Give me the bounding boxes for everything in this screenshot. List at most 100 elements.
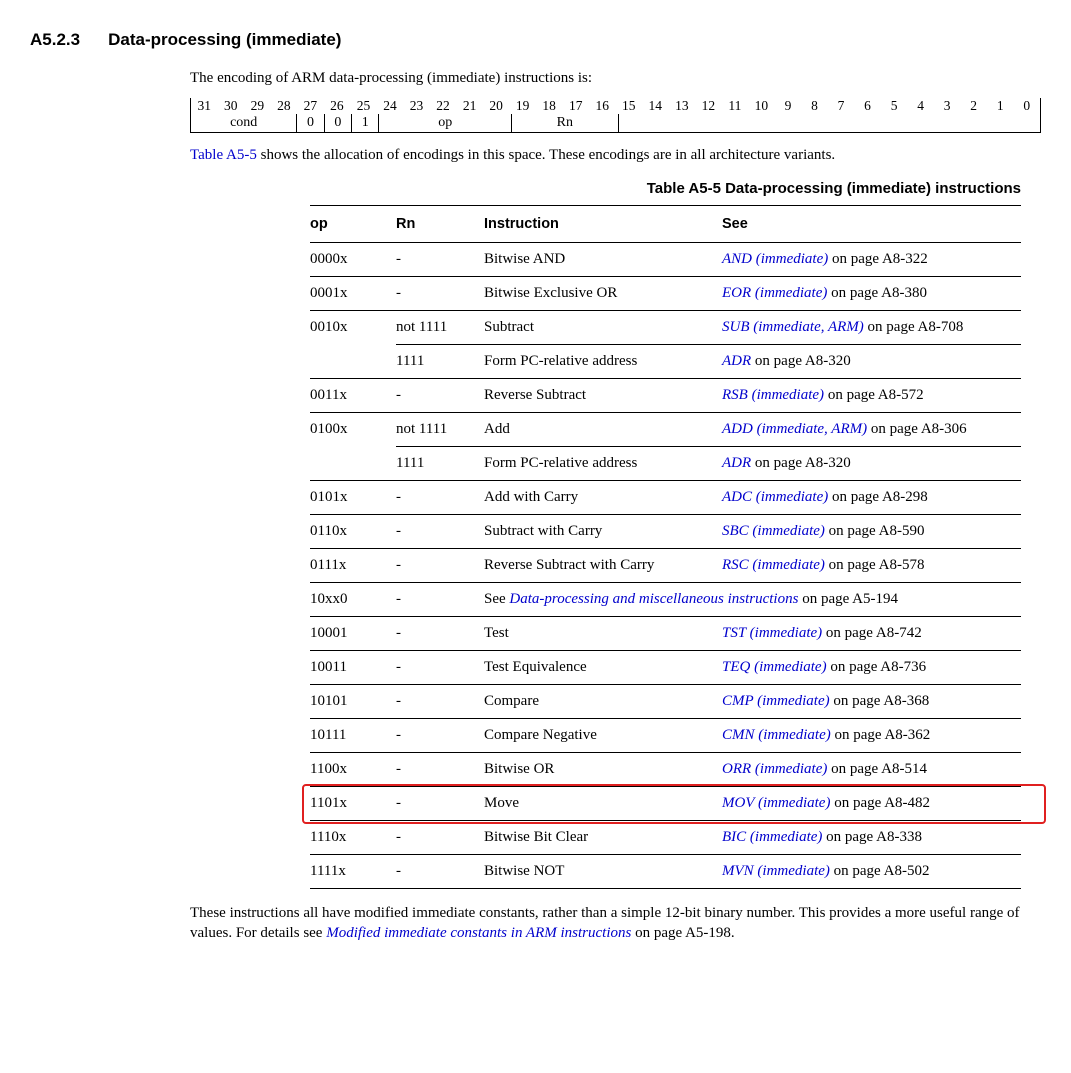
see-link[interactable]: MOV (immediate) — [722, 795, 830, 811]
cell-rn: - — [396, 752, 484, 786]
bit-number: 3 — [934, 98, 961, 114]
bit-number: 13 — [669, 98, 696, 114]
table-row: 10101-CompareCMP (immediate) on page A8-… — [310, 684, 1021, 718]
cell-op: 0101x — [310, 480, 396, 514]
table-row: 1111Form PC-relative addressADR on page … — [310, 446, 1021, 480]
cell-instruction: Add — [484, 412, 722, 446]
bit-number: 15 — [616, 98, 643, 114]
bitfield-segment: cond — [191, 114, 297, 132]
table-ref-link[interactable]: Table A5-5 — [190, 147, 257, 163]
see-link[interactable]: ADR — [722, 455, 751, 471]
table-row: 1101x-MoveMOV (immediate) on page A8-482 — [310, 786, 1021, 820]
bit-number: 20 — [483, 98, 510, 114]
see-link[interactable]: SBC (immediate) — [722, 523, 825, 539]
cell-see: SUB (immediate, ARM) on page A8-708 — [722, 310, 1021, 344]
table-row: 0011x-Reverse SubtractRSB (immediate) on… — [310, 378, 1021, 412]
see-link[interactable]: MVN (immediate) — [722, 863, 830, 879]
bit-number: 18 — [536, 98, 563, 114]
cell-op: 10xx0 — [310, 582, 396, 616]
cell-rn: - — [396, 650, 484, 684]
cell-see: RSC (immediate) on page A8-578 — [722, 548, 1021, 582]
cell-op — [310, 446, 396, 480]
th-instruction: Instruction — [484, 205, 722, 242]
table-row: 0001x-Bitwise Exclusive OREOR (immediate… — [310, 276, 1021, 310]
bitfield-segment: 0 — [297, 114, 324, 132]
cell-rn: 1111 — [396, 446, 484, 480]
cell-instruction: Bitwise NOT — [484, 854, 722, 888]
table-row: 10111-Compare NegativeCMN (immediate) on… — [310, 718, 1021, 752]
cell-rn: - — [396, 480, 484, 514]
instruction-link[interactable]: Data-processing and miscellaneous instru… — [509, 591, 798, 607]
cell-rn: - — [396, 378, 484, 412]
see-link[interactable]: ADD (immediate, ARM) — [722, 421, 867, 437]
bit-number: 12 — [695, 98, 722, 114]
bit-number: 2 — [960, 98, 987, 114]
section-title: Data-processing (immediate) — [108, 30, 341, 49]
bitfield-segment: op — [379, 114, 512, 132]
bit-number: 8 — [801, 98, 828, 114]
bit-number: 25 — [350, 98, 377, 114]
see-link[interactable]: CMN (immediate) — [722, 727, 831, 743]
cell-op: 1101x — [310, 786, 396, 820]
cell-instruction: Reverse Subtract with Carry — [484, 548, 722, 582]
intro-text: The encoding of ARM data-processing (imm… — [190, 68, 1041, 88]
cell-op: 0011x — [310, 378, 396, 412]
cell-see: ADC (immediate) on page A8-298 — [722, 480, 1021, 514]
cell-op: 0110x — [310, 514, 396, 548]
footer-text: These instructions all have modified imm… — [190, 903, 1041, 944]
cell-see: CMP (immediate) on page A8-368 — [722, 684, 1021, 718]
bit-number: 21 — [456, 98, 483, 114]
bit-number: 0 — [1013, 98, 1040, 114]
cell-instruction: Bitwise OR — [484, 752, 722, 786]
cell-op: 0100x — [310, 412, 396, 446]
bit-number: 23 — [403, 98, 430, 114]
see-link[interactable]: ORR (immediate) — [722, 761, 827, 777]
see-link[interactable]: TST (immediate) — [722, 625, 822, 641]
see-link[interactable]: ADC (immediate) — [722, 489, 828, 505]
see-link[interactable]: ADR — [722, 353, 751, 369]
after-bitfield-text: Table A5-5 shows the allocation of encod… — [190, 145, 1041, 165]
bit-number: 5 — [881, 98, 908, 114]
cell-see: BIC (immediate) on page A8-338 — [722, 820, 1021, 854]
instruction-table: op Rn Instruction See 0000x-Bitwise ANDA… — [310, 205, 1021, 889]
see-link[interactable]: CMP (immediate) — [722, 693, 830, 709]
table-row: 1111x-Bitwise NOTMVN (immediate) on page… — [310, 854, 1021, 888]
see-link[interactable]: RSC (immediate) — [722, 557, 825, 573]
see-link[interactable]: EOR (immediate) — [722, 285, 827, 301]
cell-see: ADD (immediate, ARM) on page A8-306 — [722, 412, 1021, 446]
cell-see: EOR (immediate) on page A8-380 — [722, 276, 1021, 310]
bitfield-segment: Rn — [512, 114, 618, 132]
bit-number: 17 — [562, 98, 589, 114]
bitfield-segment: 1 — [352, 114, 379, 132]
see-link[interactable]: TEQ (immediate) — [722, 659, 827, 675]
cell-op: 0000x — [310, 242, 396, 276]
cell-op: 10111 — [310, 718, 396, 752]
table-row: 1111Form PC-relative addressADR on page … — [310, 344, 1021, 378]
cell-instruction: Bitwise AND — [484, 242, 722, 276]
cell-see: ADR on page A8-320 — [722, 446, 1021, 480]
bit-number: 24 — [377, 98, 404, 114]
cell-instruction-span: See Data-processing and miscellaneous in… — [484, 582, 1021, 616]
cell-rn: - — [396, 616, 484, 650]
cell-op: 0001x — [310, 276, 396, 310]
cell-rn: - — [396, 786, 484, 820]
table-row: 0010xnot 1111SubtractSUB (immediate, ARM… — [310, 310, 1021, 344]
see-link[interactable]: AND (immediate) — [722, 251, 828, 267]
footer-link[interactable]: Modified immediate constants in ARM inst… — [326, 925, 631, 941]
cell-rn: not 1111 — [396, 412, 484, 446]
th-op: op — [310, 205, 396, 242]
cell-instruction: Subtract — [484, 310, 722, 344]
cell-instruction: Test — [484, 616, 722, 650]
section-number: A5.2.3 — [30, 30, 80, 50]
see-link[interactable]: RSB (immediate) — [722, 387, 824, 403]
cell-op: 10011 — [310, 650, 396, 684]
cell-see: AND (immediate) on page A8-322 — [722, 242, 1021, 276]
see-link[interactable]: SUB (immediate, ARM) — [722, 319, 864, 335]
cell-instruction: Add with Carry — [484, 480, 722, 514]
cell-instruction: Reverse Subtract — [484, 378, 722, 412]
cell-op: 10101 — [310, 684, 396, 718]
table-row: 10xx0-See Data-processing and miscellane… — [310, 582, 1021, 616]
cell-instruction: Compare — [484, 684, 722, 718]
see-link[interactable]: BIC (immediate) — [722, 829, 822, 845]
bit-number: 4 — [907, 98, 934, 114]
